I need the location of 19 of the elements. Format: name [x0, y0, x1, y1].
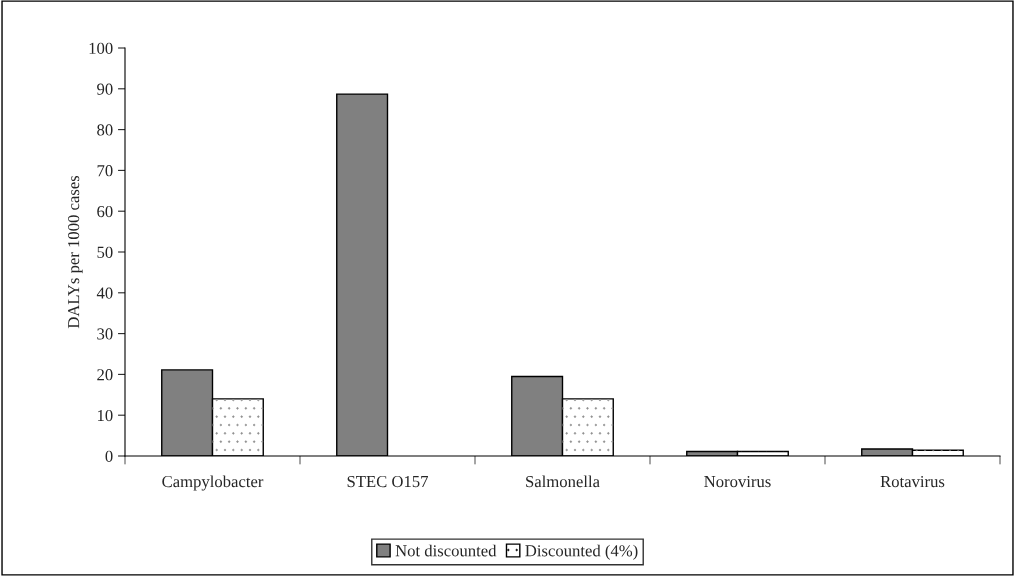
x-tick-label: Salmonella [526, 475, 600, 488]
text: Discounted (4%) [525, 544, 638, 560]
x-tick-label: Campylobacter [162, 475, 264, 491]
y-tick-label: 20 [97, 369, 113, 381]
y-tick-label: 90 [97, 83, 113, 95]
y-tick-label: 70 [97, 165, 113, 177]
y-tick-label: 50 [97, 246, 113, 258]
x-tick-label: STEC O157 [347, 475, 428, 488]
x-tick-label: Rotavirus [880, 475, 945, 488]
y-tick-label: 10 [97, 409, 113, 422]
y-tick-label: 60 [97, 205, 113, 218]
y-tick-label: 40 [96, 287, 113, 299]
y-tick-label: 30 [97, 328, 113, 340]
y-tick-label: 80 [97, 124, 113, 136]
x-tick-label: Norovirus [704, 475, 771, 488]
y-axis-title: DALYs per 1000 cases [68, 175, 83, 329]
legend-label: Not discounted [395, 544, 497, 557]
y-tick-label: 100 [89, 42, 113, 54]
y-tick-label: 0 [105, 450, 113, 462]
